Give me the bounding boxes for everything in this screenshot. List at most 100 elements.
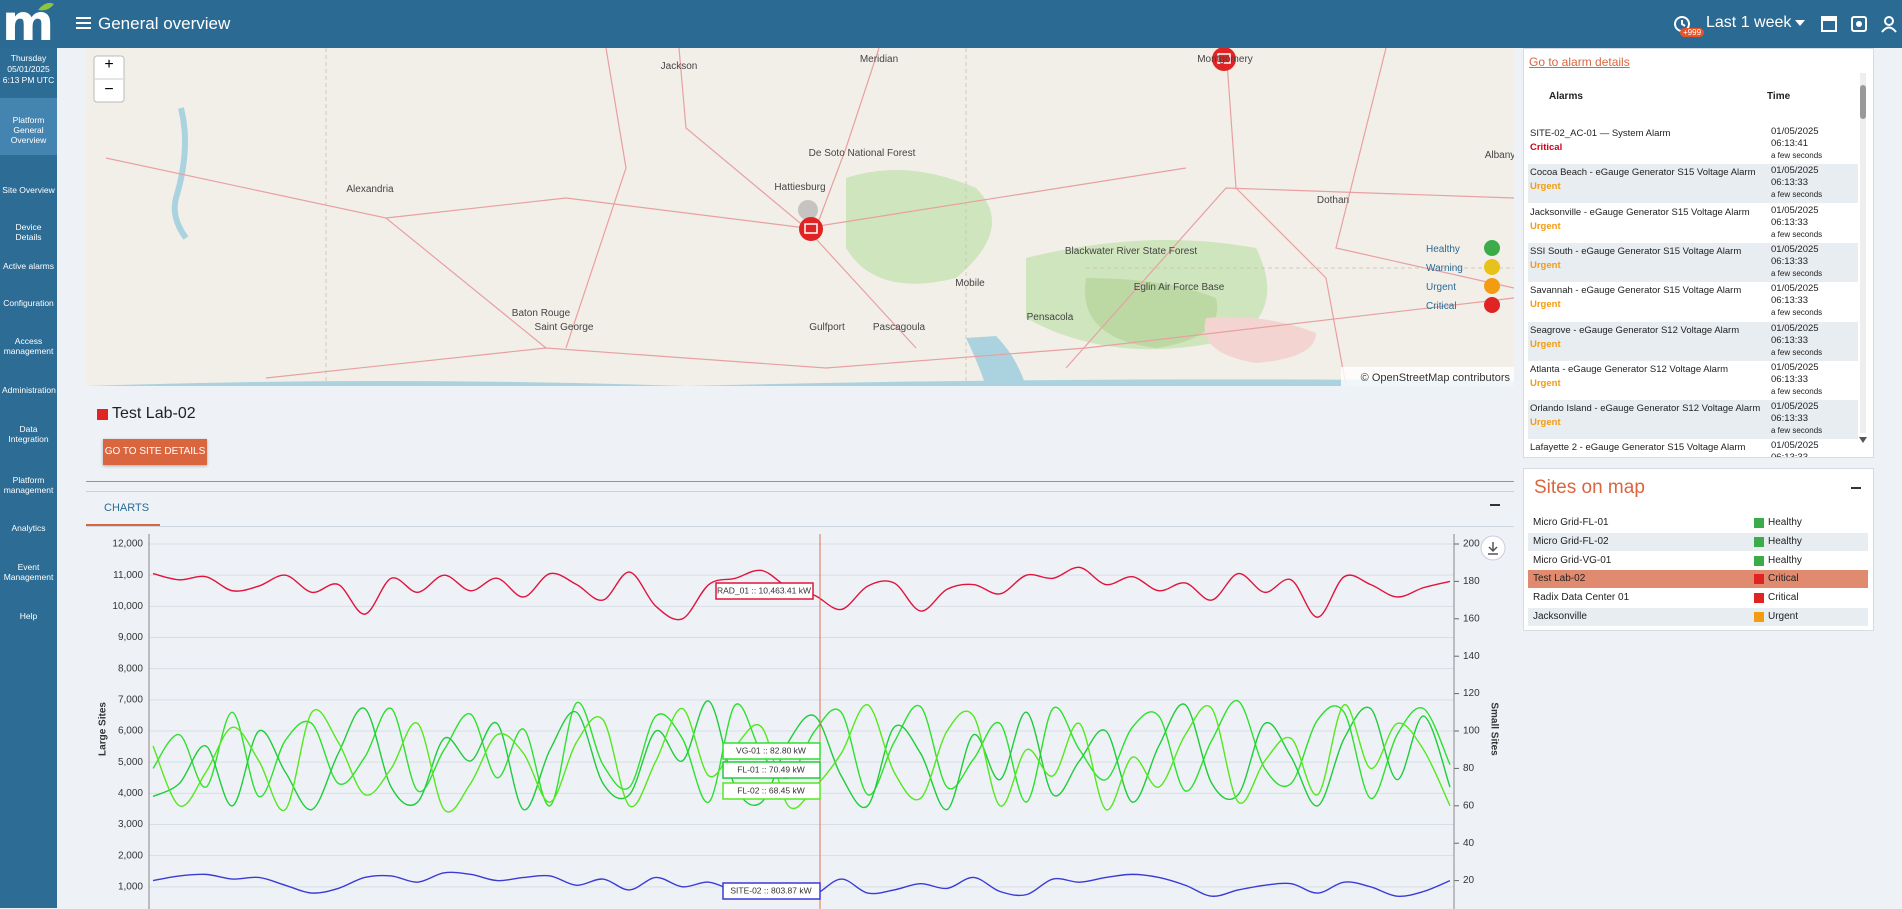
site-status: Critical: [1768, 573, 1799, 585]
clock: 6:13 PM UTC: [2, 75, 55, 85]
place-label: Pascagoula: [873, 322, 926, 333]
logo-leaf: [38, 2, 54, 11]
site-details-button[interactable]: GO TO SITE DETAILS: [103, 439, 207, 465]
alarm-time: 06:13:33: [1771, 216, 1808, 228]
tooltip-box: [722, 761, 821, 779]
zoom-in[interactable]: +: [104, 56, 113, 73]
alarm-row[interactable]: SSI South - eGauge Generator S15 Voltage…: [1528, 242, 1858, 282]
charts-tab[interactable]: CHARTS: [104, 502, 150, 514]
legend-icon: [1484, 240, 1500, 256]
alarm-date: 01/05/2025: [1771, 204, 1819, 216]
place-label: Mobile: [955, 278, 985, 289]
legend-icon: [1484, 278, 1500, 294]
place-label: Hattiesburg: [774, 182, 825, 193]
menu-icon[interactable]: [76, 16, 92, 30]
divider: [86, 481, 1514, 482]
nav-item[interactable]: Access management: [3, 336, 54, 356]
alarm-name: Lafayette 2 - eGauge Generator S15 Volta…: [1530, 442, 1746, 454]
y2-tick-label: 100: [1463, 726, 1480, 737]
alarm-row[interactable]: Savannah - eGauge Generator S15 Voltage …: [1528, 282, 1858, 321]
nav-item[interactable]: Platform management: [3, 475, 54, 495]
alarm-row[interactable]: Lafayette 2 - eGauge Generator S15 Volta…: [1528, 439, 1858, 458]
site-name: Micro Grid-FL-01: [1533, 517, 1609, 528]
alarm-time: 06:13:33: [1771, 413, 1808, 425]
alarm-row[interactable]: Seagrove - eGauge Generator S12 Voltage …: [1528, 321, 1858, 361]
site-row[interactable]: Micro Grid-VG-01 Healthy: [1528, 552, 1868, 570]
scroll-down[interactable]: [1859, 437, 1867, 443]
alarm-time: 06:13:33: [1771, 452, 1808, 458]
collapse-button[interactable]: [1851, 487, 1861, 489]
alarm-row[interactable]: Orlando Island - eGauge Generator S12 Vo…: [1528, 400, 1858, 440]
time-range[interactable]: Last 1 week: [1706, 14, 1792, 31]
alarm-row[interactable]: Cocoa Beach - eGauge Generator S15 Volta…: [1528, 164, 1858, 204]
site-row[interactable]: Micro Grid-FL-01 Healthy: [1528, 514, 1868, 532]
nav-item[interactable]: Active alarms: [2, 261, 54, 271]
status-square: [1754, 612, 1764, 622]
alarm-row[interactable]: Atlanta - eGauge Generator S12 Voltage A…: [1528, 361, 1858, 400]
column-header: Time: [1767, 91, 1791, 102]
nav-item[interactable]: Site Overview: [2, 185, 55, 195]
alarm-date: 01/05/2025: [1771, 126, 1819, 137]
scrollbar: [1860, 73, 1866, 433]
nav-item[interactable]: Configuration: [3, 298, 54, 308]
map[interactable]: + − Jackson Meridian Montgomery Alexandria H…: [86, 48, 1514, 386]
alarm-details-link[interactable]: Go to alarm details: [1529, 55, 1630, 69]
y-tick-label: 12,000: [112, 539, 143, 550]
site-status: Critical: [1768, 592, 1799, 604]
nav-item[interactable]: Event Management: [3, 562, 54, 582]
place-label: Dothan: [1317, 195, 1349, 206]
range-caret[interactable]: [1794, 18, 1806, 28]
site-marker[interactable]: [799, 217, 823, 241]
legend-label: Urgent: [1426, 282, 1456, 293]
y-tick-label: 3,000: [118, 819, 143, 830]
alarm-severity: Urgent: [1530, 299, 1561, 311]
nav-item[interactable]: Platform General Overview: [10, 115, 47, 145]
legend-label: Healthy: [1426, 244, 1460, 255]
alarm-severity: Urgent: [1530, 338, 1561, 350]
legend-label: Warning: [1426, 263, 1463, 274]
site-row[interactable]: Micro Grid-FL-02 Healthy: [1528, 532, 1868, 551]
place-label: Alexandria: [346, 184, 394, 195]
place-label: Jackson: [661, 61, 698, 72]
y2-tick-label: 60: [1463, 800, 1475, 811]
nav-item[interactable]: Device Details: [15, 222, 42, 242]
place-label: Blackwater River State Forest: [1065, 246, 1197, 257]
map-canvas: + − Jackson Meridian Montgomery Alexandria H…: [86, 48, 1514, 386]
alarm-severity: Urgent: [1530, 259, 1561, 271]
site-row[interactable]: Test Lab-02 Critical: [1528, 570, 1868, 589]
toolbar-icons[interactable]: [1820, 14, 1900, 34]
alarm-date: 01/05/2025: [1771, 401, 1819, 413]
nav-active: [0, 98, 57, 155]
site-row[interactable]: Jacksonville Urgent: [1528, 608, 1868, 626]
nav-item[interactable]: Data Integration: [8, 424, 49, 444]
y-tick-label: 8,000: [118, 663, 143, 674]
date: 05/01/2025: [7, 64, 50, 74]
alarm-name: Savannah - eGauge Generator S15 Voltage …: [1530, 285, 1742, 297]
series-line: [152, 700, 1451, 811]
tooltip-label: RAD_01 :: 10,463.41 kW: [717, 585, 811, 595]
nav-item[interactable]: Administration: [2, 385, 56, 395]
alarm-time: 06:13:33: [1771, 177, 1808, 189]
legend-label: Critical: [1426, 301, 1457, 312]
y2-tick-label: 20: [1463, 875, 1475, 886]
zoom-out[interactable]: −: [104, 81, 113, 98]
scroll-thumb[interactable]: [1860, 85, 1866, 119]
alarm-row[interactable]: Jacksonville - eGauge Generator S15 Volt…: [1528, 204, 1858, 243]
alarm-row[interactable]: SITE-02_AC-01 — System Alarm Critical 01/0…: [1528, 125, 1858, 164]
alarm-time: 06:13:41: [1771, 138, 1808, 149]
site-row[interactable]: Radix Data Center 01 Critical: [1528, 589, 1868, 607]
nav-item[interactable]: Analytics: [11, 523, 46, 533]
alarm-age: a few seconds: [1771, 426, 1823, 436]
tab-underline: [86, 524, 160, 526]
place-label: Baton Rouge: [512, 308, 571, 319]
y-axis-title: Large Sites: [98, 702, 109, 756]
attribution: © OpenStreetMap contributors: [1361, 372, 1511, 384]
nav-item[interactable]: Help: [19, 611, 38, 621]
collapse-button[interactable]: [1490, 504, 1500, 506]
site-marker[interactable]: [1212, 48, 1236, 71]
alarms-panel: Go to alarm details Alarms Time SITE-02_AC-…: [1523, 48, 1874, 458]
status-square: [1754, 593, 1764, 604]
alarm-age: a few seconds: [1771, 386, 1823, 396]
alarm-time: 06:13:33: [1771, 373, 1808, 385]
